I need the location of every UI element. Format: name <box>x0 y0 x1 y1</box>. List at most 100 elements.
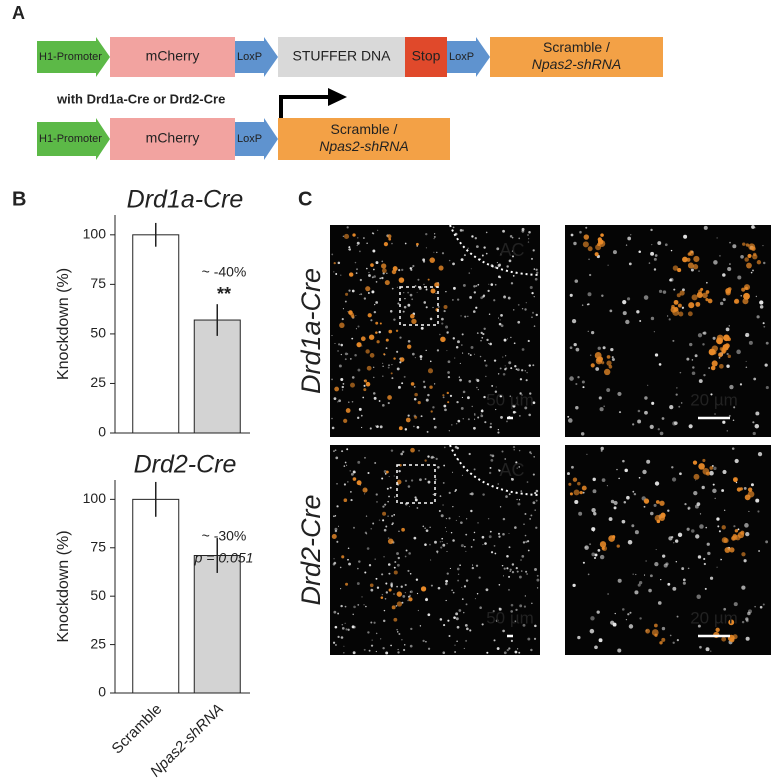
signal-dot <box>599 407 604 412</box>
signal-dot <box>375 650 377 653</box>
signal-dot <box>721 489 725 492</box>
signal-dot <box>391 605 396 610</box>
signal-dot <box>603 405 605 407</box>
signal-dot <box>676 615 679 618</box>
signal-dot <box>522 623 526 627</box>
signal-dot <box>658 363 662 366</box>
signal-dot <box>411 352 415 356</box>
signal-dot <box>427 368 434 374</box>
signal-dot <box>587 573 590 576</box>
signal-dot <box>340 274 342 276</box>
signal-dot <box>532 311 534 314</box>
element-label: LoxP <box>237 51 262 63</box>
signal-dot <box>351 289 355 293</box>
signal-dot <box>654 561 659 567</box>
signal-dot <box>423 301 427 304</box>
signal-dot <box>748 510 750 513</box>
signal-dot <box>686 527 690 531</box>
signal-dot <box>408 597 413 602</box>
signal-dot <box>341 385 344 389</box>
signal-dot <box>357 368 361 372</box>
signal-dot <box>466 627 469 631</box>
signal-dot <box>429 317 433 321</box>
signal-dot <box>474 413 476 415</box>
signal-dot <box>587 292 592 297</box>
signal-dot <box>653 331 655 333</box>
signal-dot <box>531 291 534 295</box>
signal-dot <box>762 245 764 247</box>
signal-dot <box>343 651 345 654</box>
signal-dot <box>351 401 354 403</box>
signal-dot <box>479 606 482 609</box>
signal-dot <box>755 411 760 416</box>
signal-dot <box>621 519 626 524</box>
signal-dot <box>611 358 615 362</box>
signal-dot <box>582 561 585 564</box>
signal-dot <box>497 429 500 431</box>
signal-dot <box>626 297 631 301</box>
signal-dot <box>345 628 348 631</box>
signal-dot <box>441 317 444 321</box>
signal-dot <box>463 647 465 649</box>
y-tick-label: 25 <box>90 374 106 390</box>
signal-dot <box>370 588 374 592</box>
signal-dot <box>339 322 345 328</box>
signal-dot <box>348 562 351 566</box>
signal-dot <box>492 610 495 613</box>
signal-dot <box>606 355 611 359</box>
signal-dot <box>515 368 518 371</box>
signal-dot <box>650 511 654 516</box>
signal-dot <box>331 417 333 420</box>
signal-dot <box>452 299 454 301</box>
signal-dot <box>346 226 349 229</box>
signal-dot <box>716 237 718 239</box>
signal-dot <box>404 583 407 587</box>
signal-dot <box>622 311 627 316</box>
x-tick-label: Scramble <box>109 701 166 758</box>
signal-dot <box>673 299 679 305</box>
signal-dot <box>670 306 677 313</box>
signal-dot <box>698 270 700 272</box>
signal-dot <box>512 404 516 408</box>
signal-dot <box>661 417 665 420</box>
signal-dot <box>515 461 518 464</box>
signal-dot <box>497 317 500 319</box>
signal-dot <box>409 591 412 593</box>
signal-dot <box>601 546 605 550</box>
signal-dot <box>494 266 497 269</box>
signal-dot <box>457 573 460 576</box>
signal-dot <box>419 625 422 627</box>
signal-dot <box>385 525 388 528</box>
promoter-arrow <box>279 95 330 118</box>
signal-dot <box>381 594 384 596</box>
signal-dot <box>409 267 412 270</box>
signal-dot <box>671 477 677 482</box>
signal-dot <box>532 402 535 404</box>
signal-dot <box>725 290 731 296</box>
signal-dot <box>460 258 464 262</box>
signal-dot <box>502 517 506 521</box>
signal-dot <box>477 416 480 419</box>
scale-bar-label: 20 µm <box>690 608 738 627</box>
signal-dot <box>362 487 368 493</box>
signal-dot <box>746 262 752 269</box>
signal-dot <box>706 542 710 546</box>
signal-dot <box>514 411 517 414</box>
signal-dot <box>357 603 360 606</box>
signal-dot <box>536 271 539 274</box>
signal-dot <box>607 264 609 266</box>
annotation: ~ -30% <box>202 528 247 544</box>
signal-dot <box>465 639 468 642</box>
signal-dot <box>644 410 648 415</box>
signal-dot <box>454 490 457 493</box>
signal-dot <box>446 331 449 334</box>
signal-dot <box>398 277 405 283</box>
signal-dot <box>369 353 375 358</box>
signal-dot <box>425 349 427 351</box>
signal-dot <box>350 312 355 317</box>
signal-dot <box>701 485 705 490</box>
signal-dot <box>650 228 653 232</box>
signal-dot <box>649 574 653 578</box>
signal-dot <box>358 560 361 563</box>
signal-dot <box>343 645 345 647</box>
